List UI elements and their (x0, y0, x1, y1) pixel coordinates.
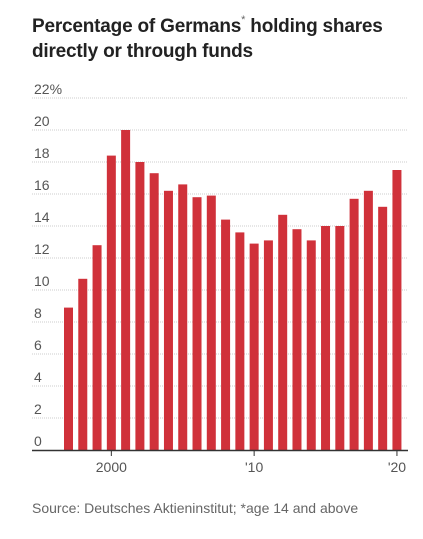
y-tick-label: 8 (34, 305, 42, 321)
y-tick-label: 16 (34, 177, 50, 193)
bar (78, 278, 88, 450)
bar (235, 232, 245, 450)
y-tick-label: 2 (34, 401, 42, 417)
bar (121, 130, 131, 450)
y-tick-label: 22% (34, 81, 62, 97)
y-tick-label: 12 (34, 241, 50, 257)
y-tick-label: 10 (34, 273, 50, 289)
y-tick-label: 4 (34, 369, 42, 385)
bar (263, 240, 273, 450)
bar (92, 245, 102, 450)
bar (292, 229, 302, 450)
bar (106, 155, 116, 450)
title-text-continued: holding shares directly or through funds (32, 16, 383, 62)
bar (349, 198, 359, 450)
x-tick-label: 2000 (96, 459, 127, 475)
bar (321, 226, 331, 450)
y-tick-label: 18 (34, 145, 50, 161)
title-footnote-marker: * (241, 13, 246, 26)
bar (378, 206, 388, 450)
bar (178, 184, 188, 450)
bar (278, 214, 288, 450)
y-tick-label: 14 (34, 209, 50, 225)
y-tick-label: 0 (34, 433, 42, 449)
y-tick-label: 6 (34, 337, 42, 353)
title-text: Percentage of Germans (32, 16, 242, 37)
bar (249, 243, 259, 450)
x-tick-label: '10 (245, 459, 263, 475)
bar (392, 170, 402, 450)
bar (221, 219, 231, 450)
y-tick-label: 20 (34, 113, 50, 129)
bar (335, 226, 345, 450)
bar (306, 240, 316, 450)
bar (206, 195, 216, 450)
x-tick-label: '20 (388, 459, 406, 475)
bar (163, 190, 173, 451)
source-note: Source: Deutsches Aktieninstitut; *age 1… (32, 500, 359, 516)
chart-title: Percentage of Germans* holding shares di… (32, 14, 412, 64)
bar (135, 162, 145, 450)
bar (192, 197, 202, 450)
bar (149, 173, 159, 450)
bar (64, 307, 73, 450)
bar (363, 190, 373, 451)
